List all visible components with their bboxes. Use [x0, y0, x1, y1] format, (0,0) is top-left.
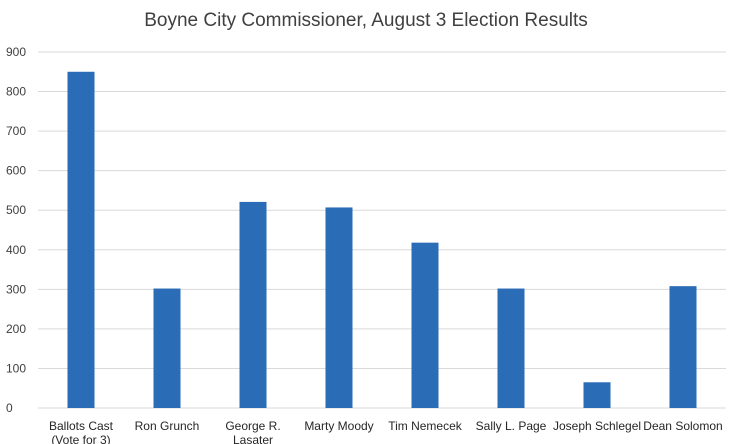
y-tick-label: 100 [6, 361, 26, 375]
x-axis-category-labels: Ballots Cast (Vote for 3) Ron Grunch George… [49, 419, 723, 444]
y-tick-label: 800 [6, 85, 26, 99]
x-category-label: Marty Moody [304, 419, 373, 433]
bar [67, 71, 95, 409]
y-tick-label: 700 [6, 124, 26, 138]
bar [239, 201, 267, 408]
x-category-label: Dean Solomon [643, 419, 722, 433]
y-tick-label: 300 [6, 282, 26, 296]
x-category-label: Tim Nemecek [388, 419, 463, 433]
x-category-label: Joseph Schlegel [553, 419, 641, 433]
x-category-label: George R. Lasater [225, 419, 280, 444]
bar [153, 288, 181, 408]
chart-title: Boyne City Commissioner, August 3 Electi… [144, 10, 588, 31]
x-category-label: Sally L. Page [476, 419, 547, 433]
bars [67, 71, 697, 409]
x-category-label: Ballots Cast (Vote for 3) [49, 419, 114, 444]
bar [411, 242, 439, 408]
y-tick-label: 600 [6, 164, 26, 178]
x-category-label: Ron Grunch [135, 419, 200, 433]
y-axis-tick-labels: 0 100 200 300 400 500 600 700 800 900 [6, 45, 26, 415]
y-tick-label: 400 [6, 243, 26, 257]
y-tick-label: 200 [6, 322, 26, 336]
gridlines [38, 51, 726, 409]
bar [583, 382, 611, 408]
y-tick-label: 500 [6, 203, 26, 217]
bar [497, 288, 525, 408]
bar [325, 207, 353, 408]
bar [669, 286, 697, 408]
y-tick-label: 900 [6, 45, 26, 59]
y-tick-label: 0 [6, 401, 13, 415]
